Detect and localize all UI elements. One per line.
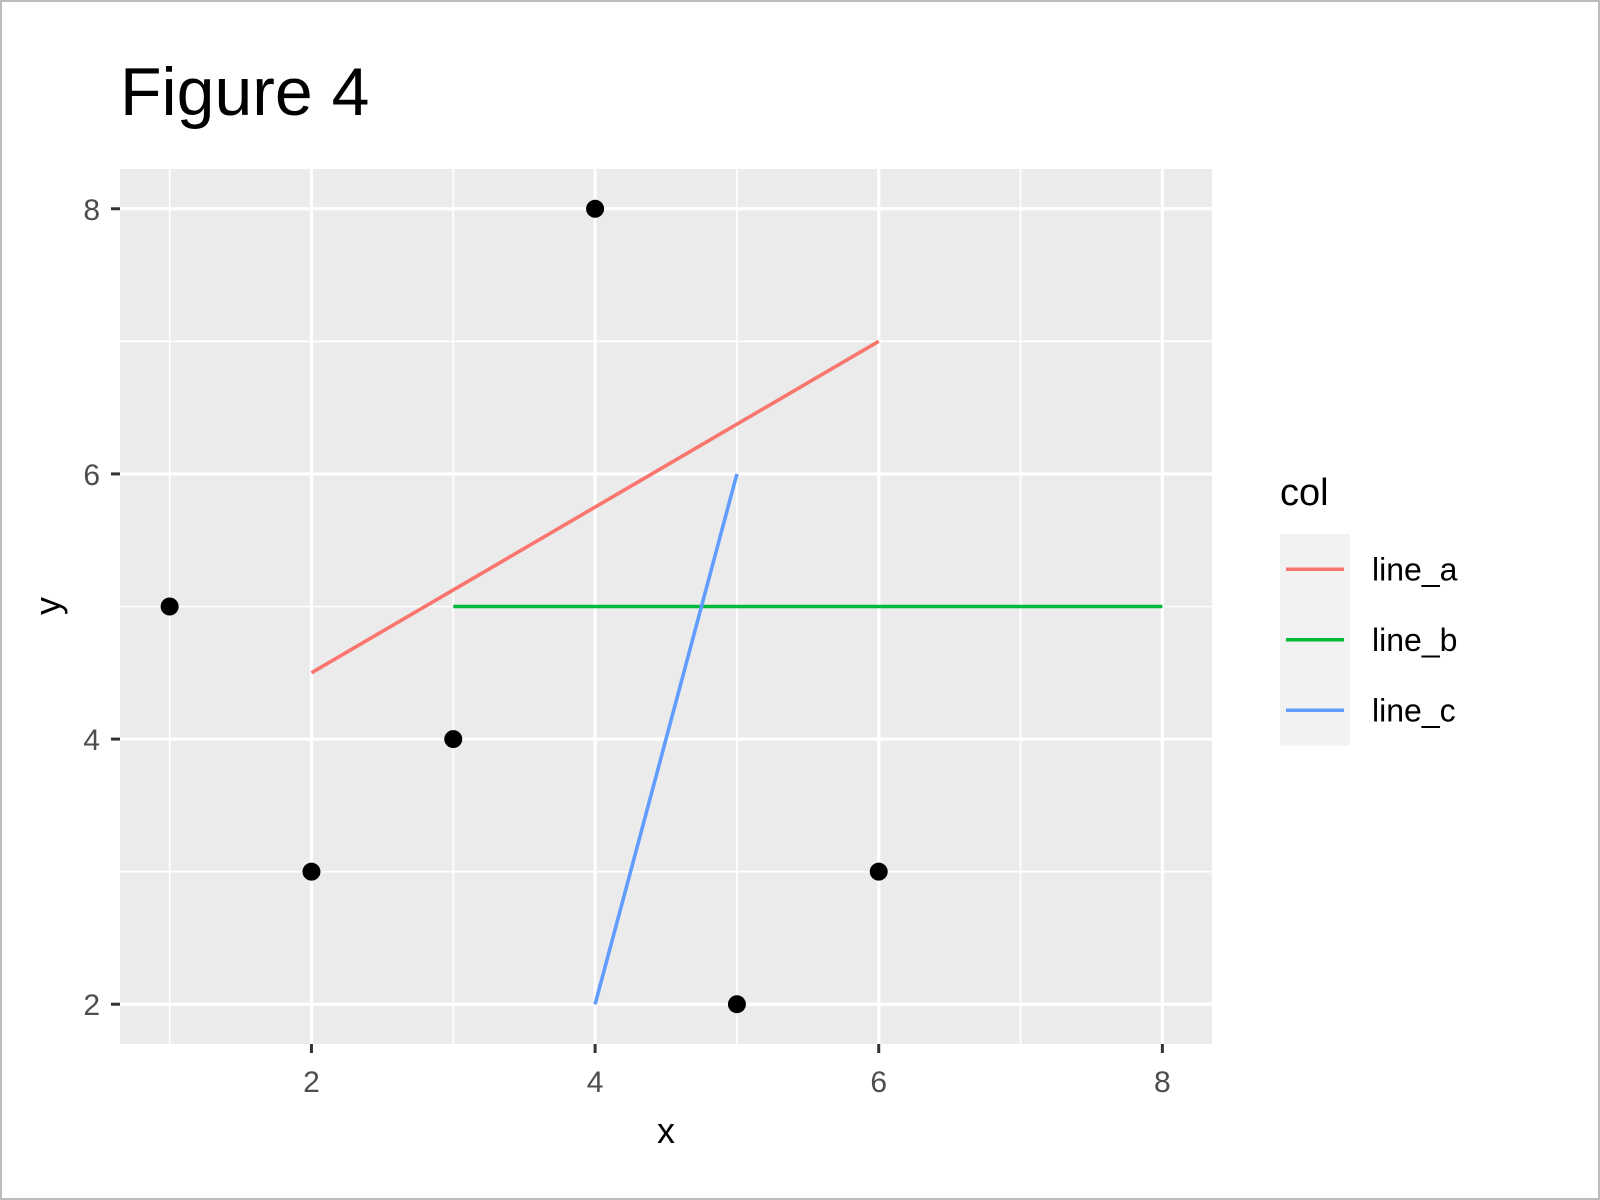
segment-line_a: [310, 339, 880, 675]
data-point: [586, 199, 605, 218]
segment-line_c: [593, 473, 739, 1005]
y-axis: 2 4 6 8: [83, 194, 120, 1022]
data-point: [869, 862, 888, 881]
x-tick-label: 2: [303, 1066, 320, 1099]
y-tick-label: 6: [83, 459, 100, 492]
legend-title: col: [1280, 472, 1329, 514]
scatter-points: [160, 199, 888, 1014]
legend: col line_a line_b line_c: [1280, 472, 1458, 746]
line-segments: [310, 339, 1163, 1005]
x-tick-label: 6: [870, 1066, 887, 1099]
x-axis-label: x: [657, 1110, 675, 1151]
y-axis-label: y: [27, 597, 68, 615]
data-point: [444, 730, 463, 749]
legend-label-line_b: line_b: [1372, 622, 1457, 658]
legend-label-line_a: line_a: [1372, 551, 1458, 587]
x-axis: 2 4 6 8: [303, 1044, 1171, 1099]
chart-title: Figure 4: [120, 54, 369, 130]
x-tick-label: 8: [1154, 1066, 1171, 1099]
data-point: [302, 862, 321, 881]
y-tick-label: 8: [83, 194, 100, 227]
legend-keys: line_a line_b line_c: [1280, 534, 1458, 746]
y-tick-label: 2: [83, 989, 100, 1022]
data-point: [160, 597, 179, 616]
legend-label-line_c: line_c: [1372, 692, 1456, 728]
data-point: [727, 995, 746, 1014]
x-tick-label: 4: [587, 1066, 604, 1099]
y-tick-label: 4: [83, 724, 100, 757]
